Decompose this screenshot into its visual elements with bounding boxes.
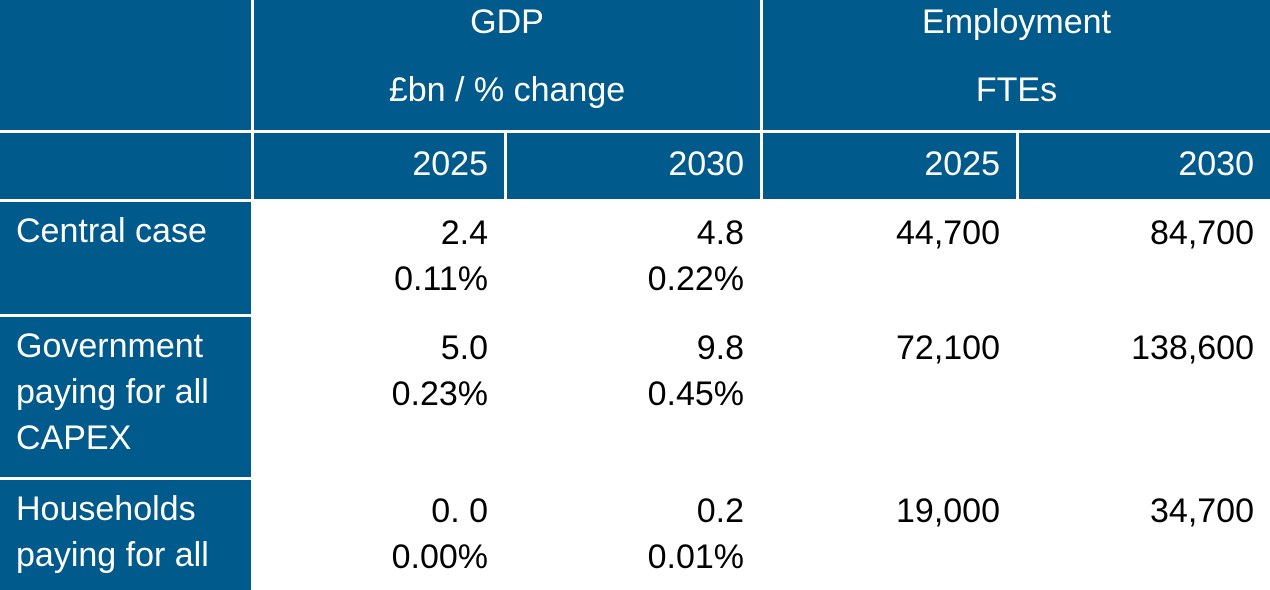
households-employment-2030: 34,700 xyxy=(1150,492,1254,530)
corner-header-cell xyxy=(0,0,251,130)
gdp-header-cell: GDP £bn / % change xyxy=(254,0,760,130)
gdp-year-2030: 2030 xyxy=(507,133,760,199)
central-gdp-2025: 2.4 0.11% xyxy=(394,214,488,298)
row-label-government-capex: Government paying for all CAPEX xyxy=(0,317,251,477)
government-employment-2025: 72,100 xyxy=(896,329,1000,367)
gdp-year-2025: 2025 xyxy=(254,133,504,199)
central-employment-2030: 84,700 xyxy=(1150,214,1254,252)
government-employment-2030: 138,600 xyxy=(1131,329,1254,367)
corner-year-cell xyxy=(0,133,251,199)
government-gdp-2025: 5.0 0.23% xyxy=(391,329,488,413)
government-gdp-2030: 9.8 0.45% xyxy=(647,329,744,413)
gdp-unit: £bn / % change xyxy=(388,71,626,109)
employment-year-2030: 2030 xyxy=(1019,133,1270,199)
row-label-households: Households paying for all xyxy=(0,480,251,590)
gdp-title: GDP xyxy=(470,3,544,41)
employment-header-cell: Employment FTEs xyxy=(763,0,1270,130)
employment-year-2025: 2025 xyxy=(763,133,1016,199)
employment-title: Employment xyxy=(922,3,1111,41)
households-gdp-2025: 0. 0 0.00% xyxy=(391,492,488,576)
row-label-central-case: Central case xyxy=(0,202,251,314)
central-employment-2025: 44,700 xyxy=(896,214,1000,252)
employment-unit: FTEs xyxy=(975,71,1058,109)
households-gdp-2030: 0.2 0.01% xyxy=(647,492,744,576)
central-gdp-2030: 4.8 0.22% xyxy=(647,214,744,298)
households-employment-2025: 19,000 xyxy=(896,492,1000,530)
